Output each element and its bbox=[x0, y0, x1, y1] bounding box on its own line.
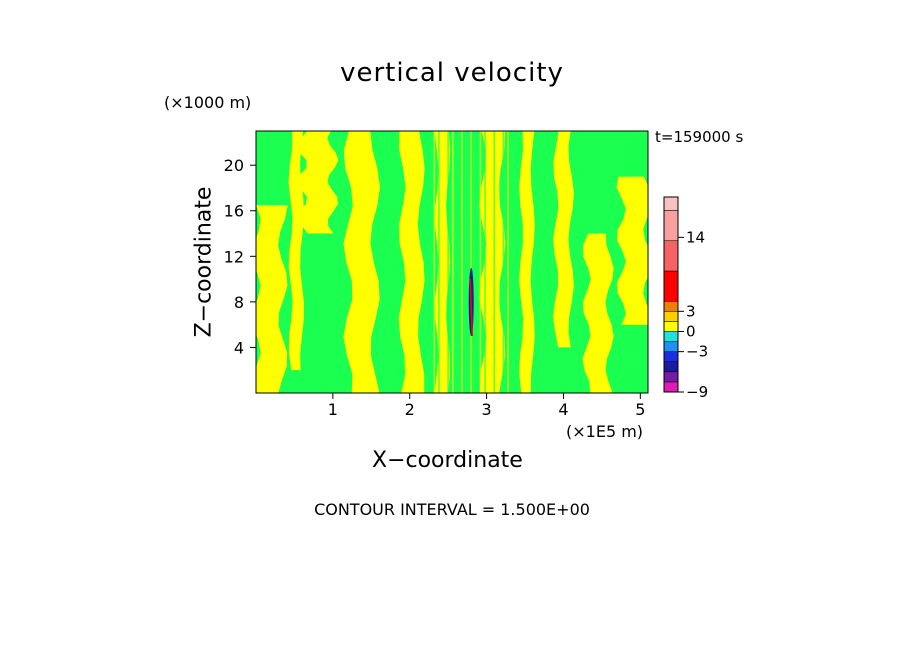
colorbar-swatch bbox=[663, 371, 679, 383]
streak bbox=[479, 131, 482, 393]
colorbar-swatch bbox=[663, 196, 679, 211]
x-tick-label: 4 bbox=[558, 400, 568, 419]
colorbar-swatch bbox=[663, 321, 679, 332]
colorbar-tick-label: −3 bbox=[686, 343, 708, 361]
streak bbox=[498, 131, 500, 393]
streak bbox=[507, 131, 509, 393]
y-tick-label: 20 bbox=[224, 156, 244, 175]
streak bbox=[475, 131, 477, 393]
positive-band bbox=[616, 176, 648, 325]
colorbar-frame bbox=[663, 196, 679, 393]
y-axis-ticks: 4 8 12 16 20 bbox=[224, 156, 256, 357]
positive-band bbox=[582, 233, 614, 393]
streak bbox=[502, 131, 505, 393]
streak bbox=[493, 131, 495, 393]
colorbar-swatch bbox=[663, 210, 679, 241]
chart-title: vertical velocity bbox=[340, 58, 564, 88]
colorbar-swatch bbox=[663, 331, 679, 342]
x-tick-label: 1 bbox=[328, 400, 338, 419]
streak bbox=[433, 131, 436, 393]
x-axis-label: X−coordinate bbox=[372, 448, 523, 473]
colorbar-swatch bbox=[663, 361, 679, 373]
time-label: t=159000 s bbox=[655, 128, 744, 146]
streak bbox=[461, 131, 463, 393]
y-tick-label: 8 bbox=[234, 293, 244, 312]
positive-band bbox=[519, 131, 535, 393]
streak bbox=[456, 131, 459, 393]
colorbar-swatch bbox=[663, 351, 679, 363]
streak bbox=[428, 131, 431, 393]
streak bbox=[438, 131, 440, 393]
colorbar: 14 3 0 −3 −9 bbox=[663, 196, 708, 401]
contour-interval-label: CONTOUR INTERVAL = 1.500E+00 bbox=[314, 500, 590, 519]
colorbar-tick-label: 0 bbox=[686, 322, 696, 340]
y-axis-units: (×1000 m) bbox=[164, 93, 252, 112]
y-tick-label: 16 bbox=[224, 202, 244, 221]
x-tick-label: 3 bbox=[481, 400, 491, 419]
colorbar-tick-label: 3 bbox=[686, 302, 696, 320]
positive-band bbox=[256, 205, 288, 393]
streak bbox=[465, 131, 468, 393]
colorbar-swatch bbox=[663, 341, 679, 352]
colorbar-tick-label: 14 bbox=[686, 228, 705, 246]
streak bbox=[447, 131, 449, 393]
streak bbox=[452, 131, 454, 393]
y-tick-label: 12 bbox=[224, 247, 244, 266]
x-axis-ticks: 1 2 3 4 5 bbox=[328, 393, 645, 419]
colorbar-swatch bbox=[663, 240, 679, 272]
streak bbox=[484, 131, 486, 393]
colorbar-swatch bbox=[663, 381, 679, 393]
colorbar-swatch bbox=[663, 300, 679, 312]
plot-frame bbox=[255, 130, 649, 394]
updraft-anomaly bbox=[469, 279, 473, 337]
colorbar-swatch bbox=[663, 270, 679, 302]
y-tick-label: 4 bbox=[234, 338, 244, 357]
x-tick-label: 2 bbox=[405, 400, 415, 419]
x-tick-label: 5 bbox=[635, 400, 645, 419]
positive-band bbox=[553, 131, 574, 348]
x-axis-units: (×1E5 m) bbox=[566, 422, 644, 441]
positive-band bbox=[288, 131, 305, 371]
positive-band bbox=[343, 131, 380, 393]
streak bbox=[442, 131, 445, 393]
colorbar-tick-label: −9 bbox=[686, 383, 708, 401]
positive-band bbox=[398, 131, 425, 393]
colorbar-swatch bbox=[663, 311, 679, 322]
streak bbox=[488, 131, 491, 393]
contour-field bbox=[256, 131, 648, 393]
positive-band bbox=[296, 131, 339, 234]
streak bbox=[470, 131, 472, 393]
